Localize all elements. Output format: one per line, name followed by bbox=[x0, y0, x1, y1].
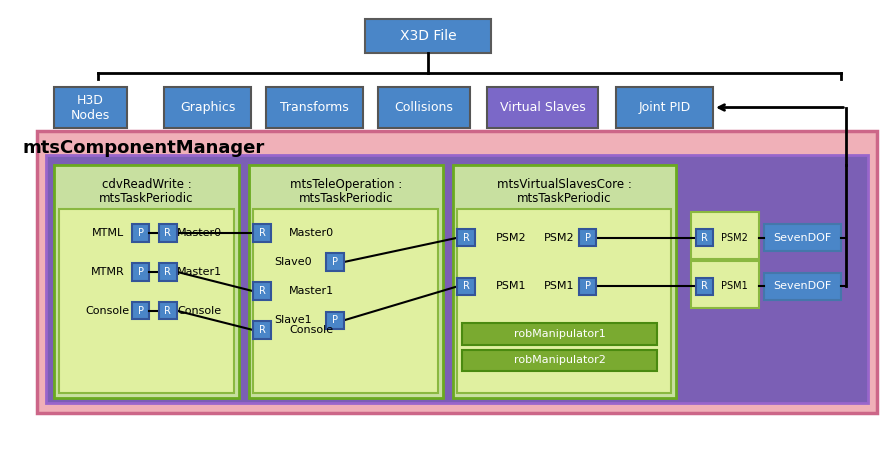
Text: mtsTaskPeriodic: mtsTaskPeriodic bbox=[99, 192, 194, 205]
Text: R: R bbox=[165, 267, 171, 277]
Text: R: R bbox=[259, 325, 265, 335]
Bar bbox=[696, 278, 713, 295]
Text: P: P bbox=[138, 228, 143, 238]
Bar bbox=[132, 224, 150, 242]
Text: R: R bbox=[463, 281, 470, 291]
Bar bbox=[327, 253, 344, 271]
Bar bbox=[36, 131, 878, 413]
Text: Graphics: Graphics bbox=[180, 101, 235, 114]
Text: Slave1: Slave1 bbox=[274, 316, 312, 325]
Text: R: R bbox=[165, 228, 171, 238]
Bar bbox=[164, 87, 252, 128]
Bar bbox=[46, 155, 868, 403]
Bar bbox=[579, 229, 596, 246]
Text: R: R bbox=[259, 286, 265, 296]
Bar bbox=[764, 273, 841, 300]
Bar bbox=[266, 87, 363, 128]
Text: P: P bbox=[585, 281, 591, 291]
Text: PSM2: PSM2 bbox=[721, 233, 748, 243]
Text: R: R bbox=[259, 228, 265, 238]
Text: mtsTeleOperation :: mtsTeleOperation : bbox=[289, 178, 401, 191]
Text: PSM2: PSM2 bbox=[544, 233, 575, 243]
Bar bbox=[457, 208, 671, 393]
Bar bbox=[254, 322, 271, 339]
Bar bbox=[365, 19, 491, 53]
Bar bbox=[54, 87, 127, 128]
Bar bbox=[462, 349, 657, 371]
Text: P: P bbox=[138, 267, 143, 277]
Bar bbox=[159, 263, 176, 280]
Text: Slave0: Slave0 bbox=[274, 257, 312, 267]
Bar bbox=[248, 165, 443, 398]
Bar bbox=[159, 302, 176, 319]
Text: Master0: Master0 bbox=[177, 228, 222, 238]
Text: Joint PID: Joint PID bbox=[638, 101, 691, 114]
Text: PSM1: PSM1 bbox=[496, 281, 526, 291]
Bar bbox=[457, 229, 475, 246]
Text: robManipulator2: robManipulator2 bbox=[514, 355, 605, 365]
Text: R: R bbox=[463, 233, 470, 243]
Bar bbox=[691, 213, 759, 259]
Text: Master1: Master1 bbox=[177, 267, 222, 277]
Text: MTML: MTML bbox=[92, 228, 124, 238]
Text: Console: Console bbox=[178, 305, 222, 316]
Bar bbox=[54, 165, 239, 398]
Text: R: R bbox=[165, 305, 171, 316]
Text: R: R bbox=[701, 233, 708, 243]
Bar bbox=[453, 165, 676, 398]
Bar bbox=[327, 311, 344, 329]
Text: SevenDOF: SevenDOF bbox=[773, 281, 831, 291]
Text: mtsComponentManager: mtsComponentManager bbox=[22, 139, 264, 158]
Bar bbox=[59, 208, 234, 393]
Bar bbox=[764, 224, 841, 251]
Text: PSM2: PSM2 bbox=[496, 233, 526, 243]
Text: PSM1: PSM1 bbox=[721, 281, 748, 291]
Text: robManipulator1: robManipulator1 bbox=[514, 329, 605, 339]
Text: P: P bbox=[332, 316, 338, 325]
Text: R: R bbox=[701, 281, 708, 291]
Text: Console: Console bbox=[85, 305, 130, 316]
Text: H3D
Nodes: H3D Nodes bbox=[71, 93, 110, 121]
Bar bbox=[254, 283, 271, 300]
Bar bbox=[132, 263, 150, 280]
Bar bbox=[254, 208, 438, 393]
Bar bbox=[462, 323, 657, 345]
Text: mtsTaskPeriodic: mtsTaskPeriodic bbox=[517, 192, 611, 205]
Text: P: P bbox=[332, 257, 338, 267]
Bar bbox=[377, 87, 470, 128]
Text: Virtual Slaves: Virtual Slaves bbox=[499, 101, 586, 114]
Text: Console: Console bbox=[289, 325, 334, 335]
Bar bbox=[691, 261, 759, 308]
Text: mtsTaskPeriodic: mtsTaskPeriodic bbox=[298, 192, 393, 205]
Text: Collisions: Collisions bbox=[394, 101, 453, 114]
Text: mtsVirtualSlavesCore :: mtsVirtualSlavesCore : bbox=[497, 178, 632, 191]
Bar bbox=[616, 87, 713, 128]
Text: P: P bbox=[585, 233, 591, 243]
Bar bbox=[457, 278, 475, 295]
Bar bbox=[487, 87, 598, 128]
Text: SevenDOF: SevenDOF bbox=[773, 233, 831, 243]
Bar bbox=[579, 278, 596, 295]
Text: P: P bbox=[138, 305, 143, 316]
Bar bbox=[132, 302, 150, 319]
Text: PSM1: PSM1 bbox=[545, 281, 575, 291]
Text: X3D File: X3D File bbox=[400, 29, 457, 43]
Text: MTMR: MTMR bbox=[91, 267, 125, 277]
Text: Transforms: Transforms bbox=[280, 101, 349, 114]
Text: Master1: Master1 bbox=[289, 286, 335, 296]
Text: Master0: Master0 bbox=[289, 228, 335, 238]
Bar bbox=[254, 224, 271, 242]
Bar bbox=[696, 229, 713, 246]
Bar bbox=[159, 224, 176, 242]
Text: cdvReadWrite :: cdvReadWrite : bbox=[101, 178, 191, 191]
